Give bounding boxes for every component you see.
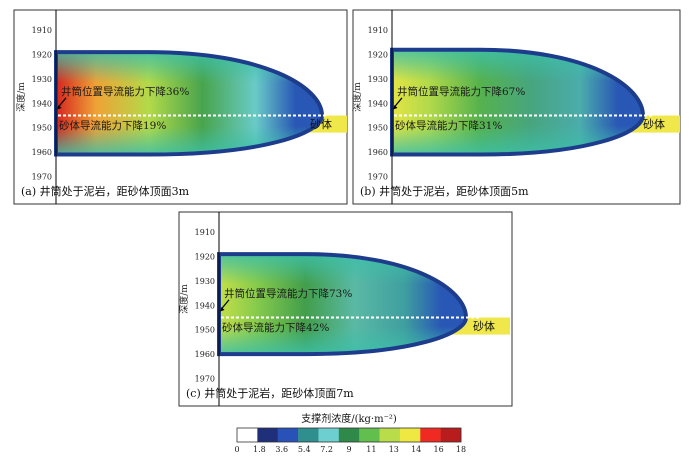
sand-annotation: 砂体导流能力下降42% bbox=[222, 321, 329, 334]
colorbar-tick-label: 0 bbox=[234, 445, 239, 454]
panel-b: 1910 1920 1930 1940 1950 1960 1970 深度/m 井筒位置导流能力… bbox=[351, 9, 681, 205]
colorbar-tick-label: 5.4 bbox=[298, 445, 311, 454]
colorbar-tick-label: 7.2 bbox=[320, 445, 333, 454]
colorbar-swatch bbox=[257, 428, 279, 442]
y-tick-label: 1920 bbox=[195, 253, 215, 262]
y-axis-label: 深度/m bbox=[351, 82, 363, 112]
sand-annotation: 砂体导流能力下降31% bbox=[395, 119, 502, 132]
y-tick-label: 1920 bbox=[32, 51, 52, 60]
y-tick-label: 1960 bbox=[368, 148, 388, 157]
colorbar-tick-label: 9 bbox=[346, 445, 351, 454]
colorbar-swatch bbox=[318, 428, 340, 442]
y-tick-label: 1910 bbox=[368, 26, 388, 35]
colorbar-swatch bbox=[420, 428, 441, 442]
colorbar-tick-label: 13 bbox=[389, 445, 399, 454]
y-tick-label: 1950 bbox=[32, 124, 52, 133]
colorbar-border bbox=[236, 427, 462, 443]
annotation-arrowhead bbox=[57, 105, 62, 110]
y-tick-label: 1930 bbox=[195, 277, 215, 286]
colorbar-swatch bbox=[399, 428, 421, 442]
fracture-outline bbox=[390, 47, 646, 157]
sand-label: 砂体 bbox=[310, 117, 332, 131]
y-tick-label: 1940 bbox=[195, 301, 215, 310]
colorbar-swatch bbox=[338, 428, 360, 442]
colorbar-tick-label: 16 bbox=[434, 445, 444, 454]
colorbar-swatch bbox=[277, 428, 299, 442]
y-tick-label: 1970 bbox=[32, 172, 52, 181]
y-tick-label: 1960 bbox=[195, 350, 215, 359]
colorbar-title: 支撑剂浓度/(kg·m⁻²) bbox=[301, 412, 397, 425]
sand-label: 砂体 bbox=[473, 319, 495, 333]
y-tick-label: 1940 bbox=[368, 99, 388, 108]
sand-label: 砂体 bbox=[643, 117, 665, 131]
colorbar-tick-label: 18 bbox=[456, 445, 466, 454]
y-tick-label: 1970 bbox=[368, 172, 388, 181]
y-tick-label: 1950 bbox=[368, 124, 388, 133]
colorbar: 支撑剂浓度/(kg·m⁻²) 0 1.8 3.6 5.4 7.2 9 11 13 14 16 18 bbox=[234, 412, 466, 454]
y-tick-label: 1930 bbox=[368, 75, 388, 84]
wellbore-annotation: 井筒位置导流能力下降67% bbox=[397, 85, 525, 98]
panel-a: 1910 1920 1930 1940 1950 1960 1970 深度/m 井筒位置导流能力… bbox=[13, 9, 348, 205]
y-tick-label: 1930 bbox=[32, 75, 52, 84]
y-tick-label: 1940 bbox=[32, 99, 52, 108]
fracture-outline bbox=[54, 50, 325, 157]
colorbar-tick-label: 11 bbox=[366, 445, 376, 454]
y-tick-label: 1950 bbox=[195, 326, 215, 335]
colorbar-tick-label: 3.6 bbox=[275, 445, 288, 454]
colorbar-tick-label: 1.8 bbox=[253, 445, 266, 454]
y-tick-label: 1970 bbox=[195, 374, 215, 383]
wellbore-annotation: 井筒位置导流能力下降73% bbox=[224, 287, 352, 300]
y-axis-label: 深度/m bbox=[15, 82, 27, 112]
colorbar-swatch bbox=[298, 428, 319, 442]
colorbar-tick-label: 14 bbox=[411, 445, 421, 454]
colorbar-swatch bbox=[359, 428, 380, 442]
colorbar-swatch bbox=[379, 428, 401, 442]
y-tick-label: 1910 bbox=[195, 228, 215, 237]
annotation-arrowhead bbox=[220, 307, 225, 312]
y-tick-label: 1960 bbox=[32, 148, 52, 157]
y-tick-label: 1920 bbox=[368, 51, 388, 60]
wellbore-annotation: 井筒位置导流能力下降36% bbox=[61, 85, 189, 98]
panel-caption: (c) 井筒处于泥岩，距砂体顶面7m bbox=[186, 386, 354, 400]
panel-caption: (b) 井筒处于泥岩，距砂体顶面5m bbox=[360, 184, 529, 198]
colorbar-swatch bbox=[440, 428, 462, 442]
y-axis-label: 深度/m bbox=[178, 284, 190, 314]
annotation-arrowhead bbox=[393, 105, 398, 110]
panel-caption: (a) 井筒处于泥岩，距砂体顶面3m bbox=[21, 184, 190, 198]
sand-annotation: 砂体导流能力下降19% bbox=[59, 119, 166, 132]
y-tick-label: 1910 bbox=[32, 26, 52, 35]
panel-c: 1910 1920 1930 1940 1950 1960 1970 深度/m 井筒位置导流能力… bbox=[178, 211, 513, 407]
colorbar-swatch bbox=[237, 428, 258, 442]
